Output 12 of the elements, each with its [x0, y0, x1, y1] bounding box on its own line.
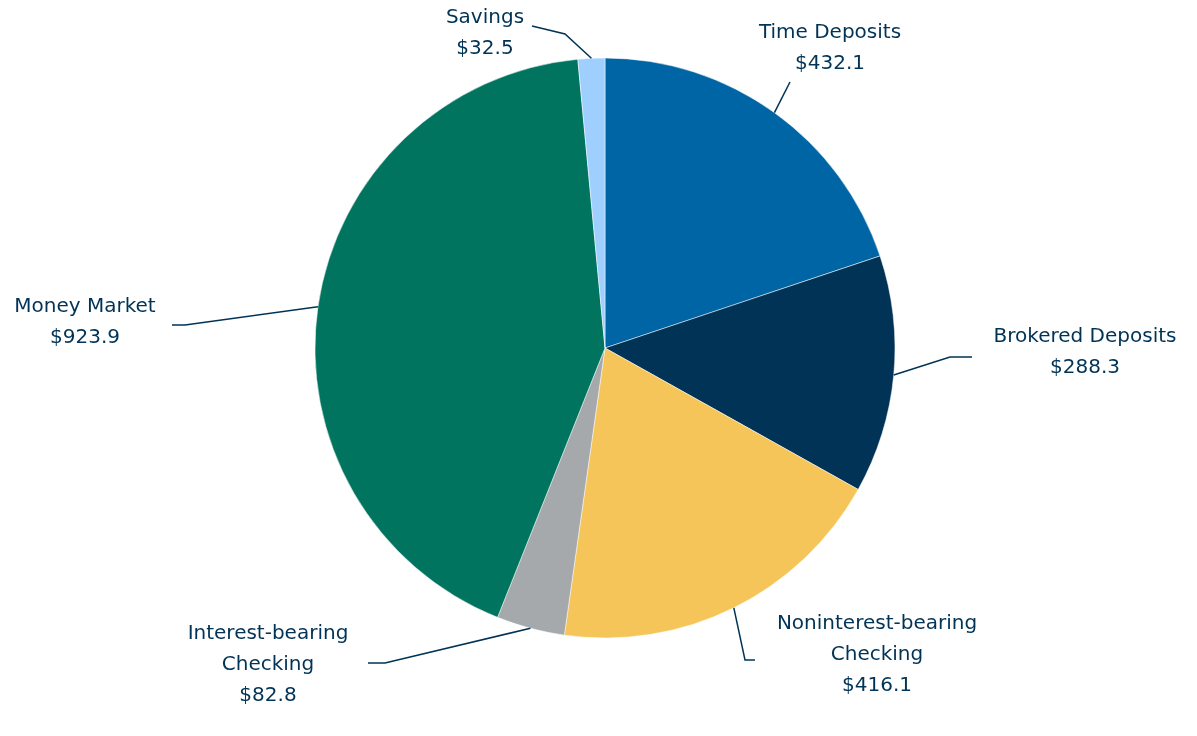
slice-label: Interest-bearing Checking	[187, 620, 349, 675]
data-label: $82.8	[239, 682, 297, 706]
data-label: $32.5	[456, 34, 514, 59]
data-label: $416.1	[842, 672, 912, 696]
data-label: $288.3	[1050, 353, 1120, 378]
slice-label: Savings	[445, 3, 525, 28]
data-label: $923.9	[50, 323, 120, 348]
slice-label: Noninterest-bearing Checking	[776, 610, 978, 665]
slice-label: Money Market	[14, 292, 156, 317]
slice-label: Time Deposits	[757, 18, 902, 43]
data-label: $432.1	[795, 49, 865, 74]
slice-label: Brokered Deposits	[993, 322, 1177, 347]
